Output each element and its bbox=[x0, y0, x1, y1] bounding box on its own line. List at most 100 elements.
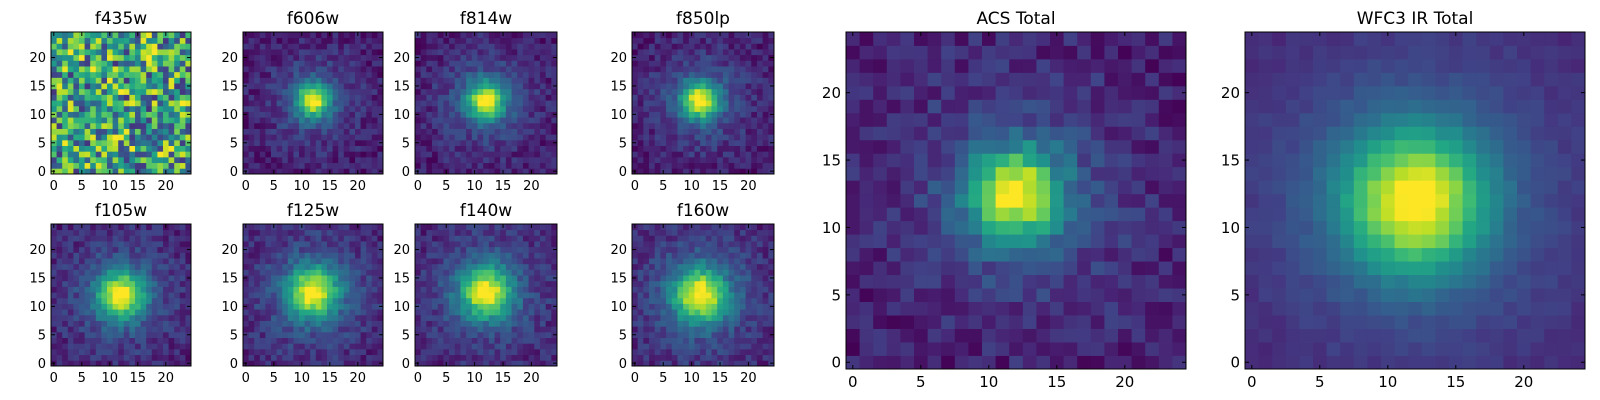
heatmap-cell bbox=[528, 145, 535, 152]
heatmap-cell bbox=[734, 43, 741, 50]
heatmap-cell bbox=[466, 168, 473, 175]
heatmap-cell bbox=[637, 54, 644, 61]
heatmap-cell bbox=[643, 275, 650, 282]
heatmap-cell bbox=[654, 360, 661, 367]
heatmap-cell bbox=[338, 139, 345, 146]
heatmap-cell bbox=[327, 88, 333, 95]
heatmap-cell bbox=[101, 134, 108, 141]
heatmap-cell bbox=[62, 145, 69, 152]
heatmap-cell bbox=[310, 297, 317, 304]
heatmap-cell bbox=[84, 94, 91, 101]
heatmap-cell bbox=[666, 43, 673, 50]
heatmap-cell bbox=[683, 162, 690, 169]
heatmap-cell bbox=[534, 43, 541, 50]
heatmap-cell bbox=[67, 354, 74, 361]
heatmap-cell bbox=[259, 156, 266, 164]
heatmap-cell bbox=[494, 309, 501, 316]
heatmap-cell bbox=[705, 37, 712, 44]
heatmap-cell bbox=[243, 292, 249, 299]
heatmap-cell bbox=[728, 145, 735, 152]
heatmap-cell bbox=[371, 269, 378, 276]
heatmap-cell bbox=[705, 88, 712, 95]
heatmap-cell bbox=[179, 100, 186, 107]
heatmap-cell bbox=[259, 145, 266, 152]
heatmap-cell bbox=[282, 326, 289, 333]
heatmap-cell bbox=[517, 117, 524, 124]
heatmap-cell bbox=[700, 37, 707, 44]
heatmap-cell bbox=[248, 314, 255, 321]
heatmap-cell bbox=[84, 117, 91, 124]
heatmap-cell bbox=[454, 111, 461, 118]
heatmap-cell bbox=[711, 286, 718, 293]
heatmap-cell bbox=[654, 88, 661, 95]
heatmap-cell bbox=[488, 100, 495, 107]
heatmap-cell bbox=[135, 54, 141, 61]
heatmap-cell bbox=[477, 348, 484, 356]
heatmap-cell bbox=[717, 292, 724, 299]
heatmap-cell bbox=[454, 32, 461, 39]
heatmap-cell bbox=[517, 292, 524, 299]
heatmap-cell bbox=[101, 292, 108, 299]
heatmap-cell bbox=[694, 309, 701, 316]
heatmap-cell bbox=[449, 66, 456, 73]
heatmap-cell bbox=[56, 139, 63, 146]
heatmap-cell bbox=[185, 314, 192, 321]
heatmap-cell bbox=[332, 309, 339, 316]
heatmap-cell bbox=[660, 88, 667, 95]
heatmap-cell bbox=[494, 263, 501, 270]
heatmap-cell bbox=[254, 88, 261, 95]
heatmap-cell bbox=[163, 292, 169, 299]
heatmap-cell bbox=[293, 337, 300, 344]
heatmap-cell bbox=[179, 60, 186, 67]
heatmap-cell bbox=[437, 252, 444, 259]
heatmap-cell bbox=[123, 229, 130, 236]
heatmap-cell bbox=[140, 286, 147, 293]
heatmap-cell bbox=[129, 145, 136, 152]
heatmap-cell bbox=[248, 303, 255, 310]
heatmap-cell bbox=[505, 117, 512, 124]
heatmap-cell bbox=[276, 43, 283, 50]
heatmap-cell bbox=[705, 331, 712, 338]
heatmap-cell bbox=[287, 88, 294, 95]
heatmap-cell bbox=[734, 60, 741, 67]
heatmap-cell bbox=[151, 286, 158, 293]
heatmap-cell bbox=[449, 258, 456, 265]
heatmap-cell bbox=[371, 156, 378, 164]
heatmap-cell bbox=[511, 309, 518, 316]
heatmap-cell bbox=[528, 49, 535, 56]
heatmap-cell bbox=[129, 314, 136, 321]
heatmap-cell bbox=[466, 354, 473, 361]
heatmap-cell bbox=[745, 77, 752, 84]
heatmap-cell bbox=[432, 145, 439, 152]
heatmap-cell bbox=[287, 66, 294, 73]
heatmap-cell bbox=[756, 43, 764, 50]
heatmap-cell bbox=[705, 348, 712, 356]
heatmap-cell bbox=[73, 258, 80, 265]
heatmap-cell bbox=[415, 77, 422, 84]
heatmap-cell bbox=[471, 258, 478, 265]
heatmap-cell bbox=[545, 320, 552, 327]
heatmap-cell bbox=[471, 88, 478, 95]
heatmap-cell bbox=[643, 297, 650, 304]
heatmap-cell bbox=[67, 269, 74, 276]
heatmap-cell bbox=[505, 49, 512, 56]
heatmap-cell bbox=[265, 151, 272, 158]
heatmap-cell bbox=[287, 348, 294, 356]
heatmap-cell bbox=[95, 275, 102, 282]
heatmap-cell bbox=[728, 151, 735, 158]
heatmap-cell bbox=[443, 37, 450, 44]
heatmap-cell bbox=[248, 60, 255, 67]
heatmap-cell bbox=[483, 156, 490, 164]
heatmap-cell bbox=[67, 331, 74, 338]
heatmap-cell bbox=[355, 139, 361, 146]
heatmap-cell bbox=[551, 292, 558, 299]
heatmap-cell bbox=[146, 320, 153, 327]
heatmap-cell bbox=[534, 297, 541, 304]
heatmap-cell bbox=[259, 60, 266, 67]
heatmap-cell bbox=[95, 280, 102, 287]
heatmap-cell bbox=[688, 66, 695, 73]
heatmap-cell bbox=[483, 246, 490, 253]
heatmap-cell bbox=[415, 235, 422, 242]
heatmap-cell bbox=[366, 314, 373, 321]
heatmap-cell bbox=[349, 77, 356, 84]
